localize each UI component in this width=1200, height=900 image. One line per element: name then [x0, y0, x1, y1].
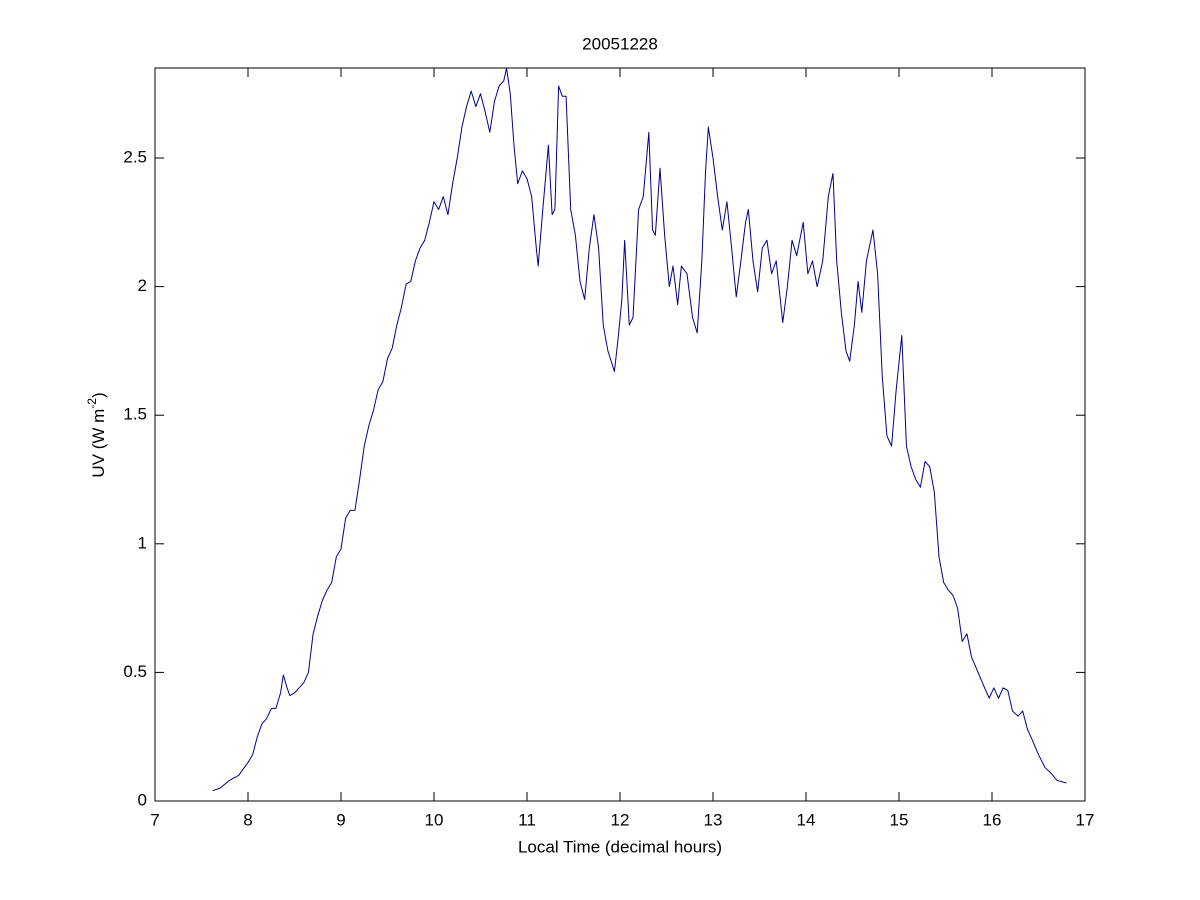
x-tick-label: 13	[704, 810, 723, 829]
x-axis-label: Local Time (decimal hours)	[518, 837, 722, 856]
x-tick-label: 17	[1076, 810, 1095, 829]
x-tick-label: 16	[983, 810, 1002, 829]
y-axis-label: UV (W m-2)	[85, 392, 108, 477]
x-tick-label: 8	[243, 810, 252, 829]
x-tick-label: 7	[150, 810, 159, 829]
x-tick-label: 14	[797, 810, 816, 829]
y-tick-label: 0.5	[123, 662, 147, 681]
plot-frame	[154, 67, 1086, 802]
x-tick-label: 11	[518, 810, 536, 829]
y-axis-label-suffix: )	[89, 392, 108, 398]
data-line	[212, 67, 1067, 792]
y-tick-label: 2	[138, 276, 147, 295]
y-axis-label-superscript: -2	[85, 398, 99, 409]
chart-title: 20051228	[582, 34, 658, 53]
y-tick-label: 1	[138, 533, 147, 552]
x-tick-label: 12	[611, 810, 630, 829]
x-tick-label: 15	[890, 810, 909, 829]
y-axis-label-text: UV (W m	[89, 409, 108, 478]
x-tick-label: 10	[425, 810, 444, 829]
x-tick-label: 9	[336, 810, 345, 829]
y-tick-label: 0	[138, 790, 147, 809]
y-tick-label: 2.5	[123, 148, 147, 167]
y-tick-label: 1.5	[123, 405, 147, 424]
